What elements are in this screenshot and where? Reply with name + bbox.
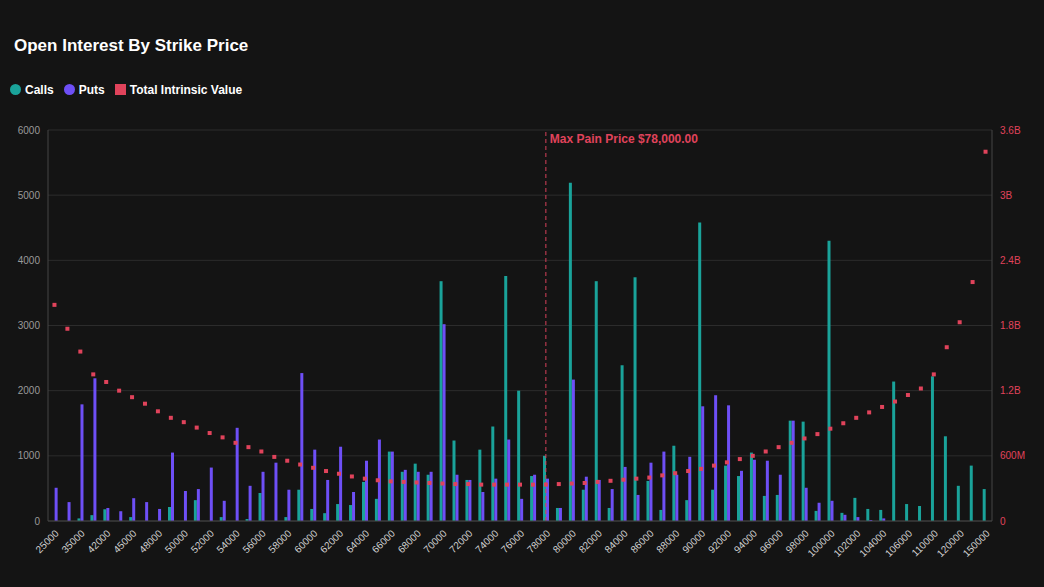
svg-text:92000: 92000: [706, 527, 734, 555]
svg-text:70000: 70000: [421, 527, 449, 555]
svg-text:50000: 50000: [163, 527, 191, 555]
svg-text:2000: 2000: [18, 385, 41, 396]
svg-text:100000: 100000: [805, 527, 837, 559]
svg-text:94000: 94000: [732, 527, 760, 555]
svg-text:86000: 86000: [628, 527, 656, 555]
svg-text:52000: 52000: [189, 527, 217, 555]
svg-text:90000: 90000: [680, 527, 708, 555]
svg-text:4000: 4000: [18, 255, 41, 266]
svg-text:54000: 54000: [214, 527, 242, 555]
svg-text:35000: 35000: [59, 527, 87, 555]
svg-text:Max Pain Price $78,000.00: Max Pain Price $78,000.00: [550, 132, 698, 146]
svg-text:84000: 84000: [602, 527, 630, 555]
svg-text:1000: 1000: [18, 450, 41, 461]
svg-text:96000: 96000: [758, 527, 786, 555]
svg-text:42000: 42000: [85, 527, 113, 555]
svg-text:88000: 88000: [654, 527, 682, 555]
svg-text:5000: 5000: [18, 190, 41, 201]
html-text:Calls: Calls: [25, 83, 54, 97]
svg-text:3000: 3000: [18, 320, 41, 331]
svg-text:56000: 56000: [240, 527, 268, 555]
svg-text:78000: 78000: [525, 527, 553, 555]
svg-text:0: 0: [34, 516, 40, 527]
svg-text:45000: 45000: [111, 527, 139, 555]
svg-text:68000: 68000: [396, 527, 424, 555]
svg-text:3.6B: 3.6B: [1000, 125, 1021, 136]
svg-text:102000: 102000: [831, 527, 863, 559]
svg-text:106000: 106000: [883, 527, 915, 559]
html-text:Open Interest By Strike Price: Open Interest By Strike Price: [14, 36, 249, 55]
html-text:Puts: Puts: [78, 83, 105, 97]
svg-text:6000: 6000: [18, 125, 41, 136]
svg-text:62000: 62000: [318, 527, 346, 555]
svg-text:98000: 98000: [783, 527, 811, 556]
svg-text:60000: 60000: [292, 527, 320, 555]
html-text:Total Intrinsic Value: Total Intrinsic Value: [129, 83, 243, 97]
svg-text:1.2B: 1.2B: [1000, 385, 1021, 396]
svg-text:48000: 48000: [137, 527, 165, 555]
svg-text:120000: 120000: [935, 527, 967, 559]
svg-text:150000: 150000: [961, 527, 993, 559]
svg-text:76000: 76000: [499, 527, 527, 555]
svg-text:74000: 74000: [473, 527, 501, 555]
svg-text:80000: 80000: [551, 527, 579, 555]
svg-text:2.4B: 2.4B: [1000, 255, 1021, 266]
svg-text:3B: 3B: [1000, 190, 1013, 201]
svg-text:58000: 58000: [266, 527, 294, 555]
svg-text:1.8B: 1.8B: [1000, 320, 1021, 331]
svg-text:110000: 110000: [909, 527, 940, 558]
svg-text:66000: 66000: [370, 527, 398, 555]
svg-text:72000: 72000: [447, 527, 475, 555]
svg-text:82000: 82000: [577, 527, 605, 555]
svg-text:600M: 600M: [1000, 450, 1025, 461]
svg-text:25000: 25000: [33, 527, 61, 555]
svg-text:0: 0: [1000, 516, 1006, 527]
svg-text:104000: 104000: [857, 527, 889, 559]
svg-text:64000: 64000: [344, 527, 372, 555]
